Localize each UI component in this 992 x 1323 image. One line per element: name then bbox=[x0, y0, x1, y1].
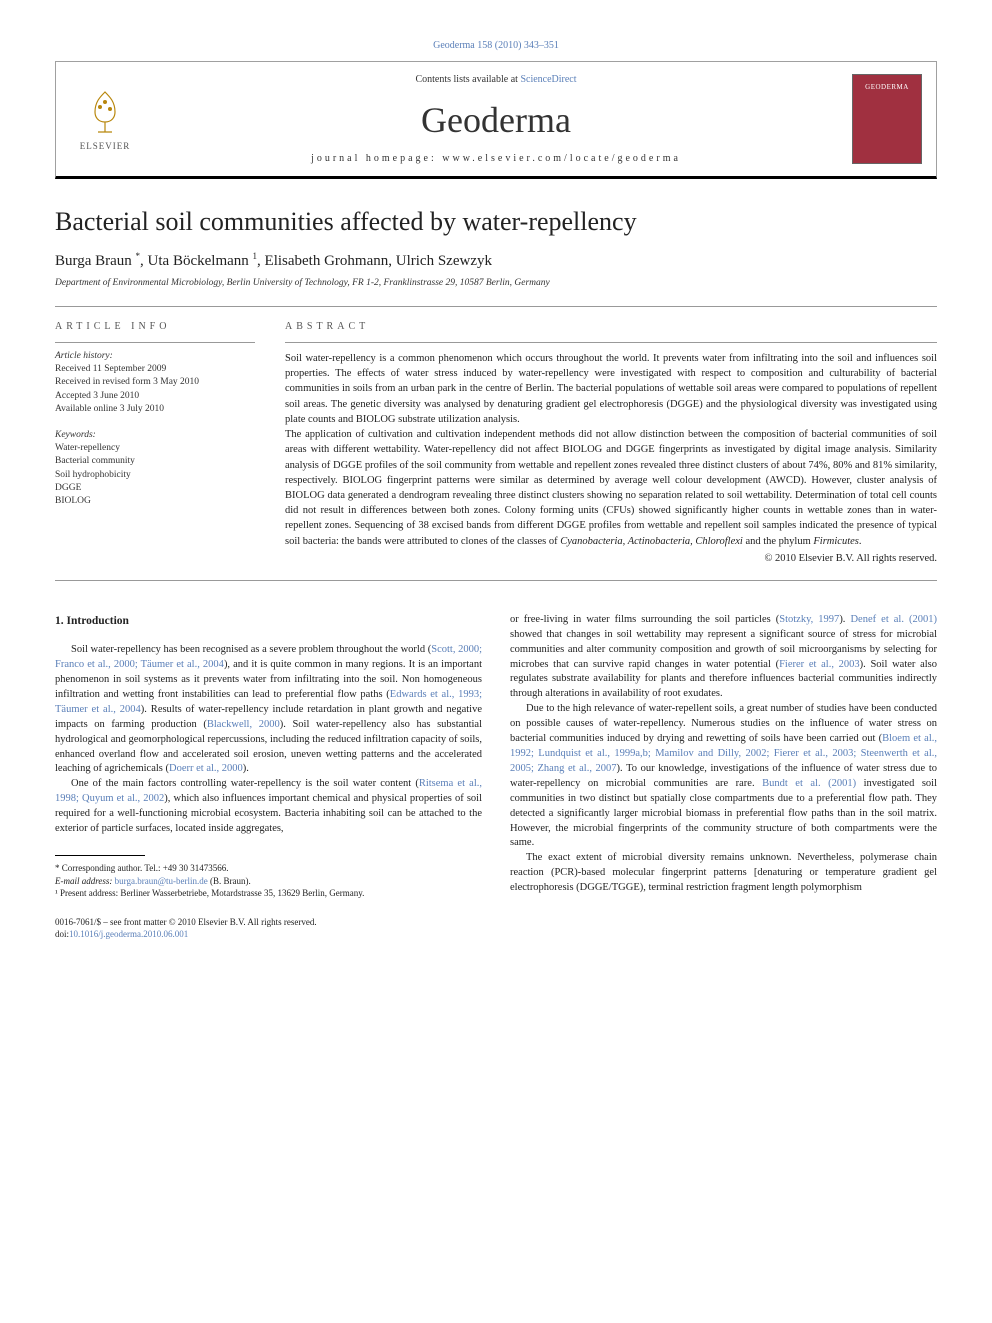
journal-cover-text: GEODERMA bbox=[865, 83, 909, 91]
journal-header: ELSEVIER Contents lists available at Sci… bbox=[55, 61, 937, 179]
footnote-divider bbox=[55, 855, 145, 856]
text: or free-living in water films surroundin… bbox=[510, 614, 779, 625]
text: Due to the high relevance of water-repel… bbox=[510, 703, 937, 744]
sciencedirect-link[interactable]: ScienceDirect bbox=[520, 74, 576, 85]
contents-line: Contents lists available at ScienceDirec… bbox=[140, 74, 852, 85]
abstract-para2-end: . bbox=[859, 536, 862, 547]
email-label: E-mail address: bbox=[55, 876, 112, 886]
keyword: BIOLOG bbox=[55, 495, 255, 508]
keyword: Bacterial community bbox=[55, 455, 255, 468]
keyword: Water-repellency bbox=[55, 442, 255, 455]
footnote-corresponding: * Corresponding author. Tel.: +49 30 314… bbox=[55, 862, 482, 875]
doi-link[interactable]: 10.1016/j.geoderma.2010.06.001 bbox=[69, 929, 188, 939]
article-info-label: ARTICLE INFO bbox=[55, 321, 255, 332]
elsevier-tree-icon bbox=[80, 87, 130, 137]
text: ). bbox=[839, 614, 850, 625]
ref-link[interactable]: Denef et al. (2001) bbox=[850, 614, 937, 625]
intro-p1-cont: or free-living in water films surroundin… bbox=[510, 613, 937, 702]
intro-heading: 1. Introduction bbox=[55, 613, 482, 629]
contents-prefix: Contents lists available at bbox=[415, 74, 520, 85]
elsevier-logo-text: ELSEVIER bbox=[80, 141, 131, 151]
abstract-copyright: © 2010 Elsevier B.V. All rights reserved… bbox=[285, 553, 937, 564]
authors: Burga Braun *, Uta Böckelmann 1, Elisabe… bbox=[55, 251, 937, 270]
ref-link[interactable]: Bundt et al. (2001) bbox=[762, 778, 856, 789]
column-right: or free-living in water films surroundin… bbox=[510, 613, 937, 941]
abstract-label: ABSTRACT bbox=[285, 321, 937, 332]
ref-link[interactable]: Doerr et al., 2000 bbox=[169, 763, 243, 774]
bottom-meta: 0016-7061/$ – see front matter © 2010 El… bbox=[55, 916, 482, 941]
front-matter-line: 0016-7061/$ – see front matter © 2010 El… bbox=[55, 916, 482, 929]
history-line: Accepted 3 June 2010 bbox=[55, 390, 255, 403]
abstract-para2: The application of cultivation and culti… bbox=[285, 429, 937, 547]
top-citation: Geoderma 158 (2010) 343–351 bbox=[55, 40, 937, 51]
text: The exact extent of microbial diversity … bbox=[510, 852, 937, 893]
homepage-url: www.elsevier.com/locate/geoderma bbox=[442, 153, 681, 164]
ref-link[interactable]: Blackwell, 2000 bbox=[207, 719, 280, 730]
divider-bottom bbox=[55, 580, 937, 581]
abstract-para1: Soil water-repellency is a common phenom… bbox=[285, 353, 937, 425]
affiliation: Department of Environmental Microbiology… bbox=[55, 278, 937, 288]
intro-p1: Soil water-repellency has been recognise… bbox=[55, 643, 482, 777]
abstract-phylum: Firmicutes bbox=[813, 536, 859, 547]
ref-link[interactable]: Stotzky, 1997 bbox=[779, 614, 839, 625]
text: ). bbox=[243, 763, 249, 774]
homepage-line: journal homepage: www.elsevier.com/locat… bbox=[140, 153, 852, 164]
intro-p2: One of the main factors controlling wate… bbox=[55, 777, 482, 837]
column-left: 1. Introduction Soil water-repellency ha… bbox=[55, 613, 482, 941]
ref-link[interactable]: Fierer et al., 2003 bbox=[779, 659, 860, 670]
text: Soil water-repellency has been recognise… bbox=[71, 644, 431, 655]
article-title: Bacterial soil communities affected by w… bbox=[55, 207, 937, 237]
email-suffix: (B. Braun). bbox=[208, 876, 251, 886]
footnote-present-address: ¹ Present address: Berliner Wasserbetrie… bbox=[55, 887, 482, 900]
footnote-email: E-mail address: burga.braun@tu-berlin.de… bbox=[55, 875, 482, 888]
journal-name: Geoderma bbox=[140, 99, 852, 141]
elsevier-logo: ELSEVIER bbox=[70, 79, 140, 159]
abstract-taxa: Cyanobacteria, Actinobacteria, Chlorofle… bbox=[560, 536, 743, 547]
history-line: Received 11 September 2009 bbox=[55, 363, 255, 376]
abstract-para2-tail: and the phylum bbox=[743, 536, 814, 547]
keyword: DGGE bbox=[55, 482, 255, 495]
keyword: Soil hydrophobicity bbox=[55, 469, 255, 482]
text: One of the main factors controlling wate… bbox=[71, 778, 419, 789]
intro-p3: Due to the high relevance of water-repel… bbox=[510, 702, 937, 851]
top-citation-link[interactable]: Geoderma 158 (2010) 343–351 bbox=[433, 40, 559, 51]
body-columns: 1. Introduction Soil water-repellency ha… bbox=[55, 613, 937, 941]
journal-cover-thumbnail: GEODERMA bbox=[852, 74, 922, 164]
history-line: Received in revised form 3 May 2010 bbox=[55, 376, 255, 389]
email-link[interactable]: burga.braun@tu-berlin.de bbox=[115, 876, 208, 886]
abstract-text: Soil water-repellency is a common phenom… bbox=[285, 351, 937, 549]
divider-top bbox=[55, 306, 937, 307]
keywords-label: Keywords: bbox=[55, 430, 255, 440]
divider-info bbox=[55, 342, 255, 343]
homepage-prefix: journal homepage: bbox=[311, 153, 442, 164]
history-line: Available online 3 July 2010 bbox=[55, 403, 255, 416]
intro-p4: The exact extent of microbial diversity … bbox=[510, 851, 937, 896]
doi-label: doi: bbox=[55, 929, 69, 939]
history-label: Article history: bbox=[55, 351, 255, 361]
divider-abstract bbox=[285, 342, 937, 343]
